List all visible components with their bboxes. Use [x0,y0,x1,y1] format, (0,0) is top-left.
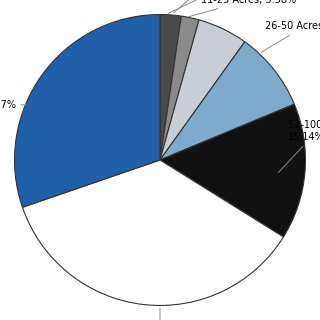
Text: + Acres, 30.27%: + Acres, 30.27% [0,100,26,110]
Wedge shape [22,160,284,306]
Text: 51-100 Acre
15.14%: 51-100 Acre 15.14% [278,120,320,172]
Text: 26-50 Acres, 8.8: 26-50 Acres, 8.8 [261,21,320,52]
Text: 6-10 Acres, 1.98%: 6-10 Acres, 1.98% [168,0,289,13]
Wedge shape [160,42,294,160]
Wedge shape [160,14,181,160]
Text: 1-5 Acres, 2.34%: 1-5 Acres, 2.34% [174,0,283,13]
Wedge shape [160,16,199,160]
Text: 11-25 Acres, 5.58%: 11-25 Acres, 5.58% [189,0,296,17]
Text: 101-250 Acres,
35.86%: 101-250 Acres, 35.86% [123,308,197,320]
Wedge shape [160,20,245,160]
Wedge shape [14,14,160,207]
Wedge shape [160,104,306,237]
